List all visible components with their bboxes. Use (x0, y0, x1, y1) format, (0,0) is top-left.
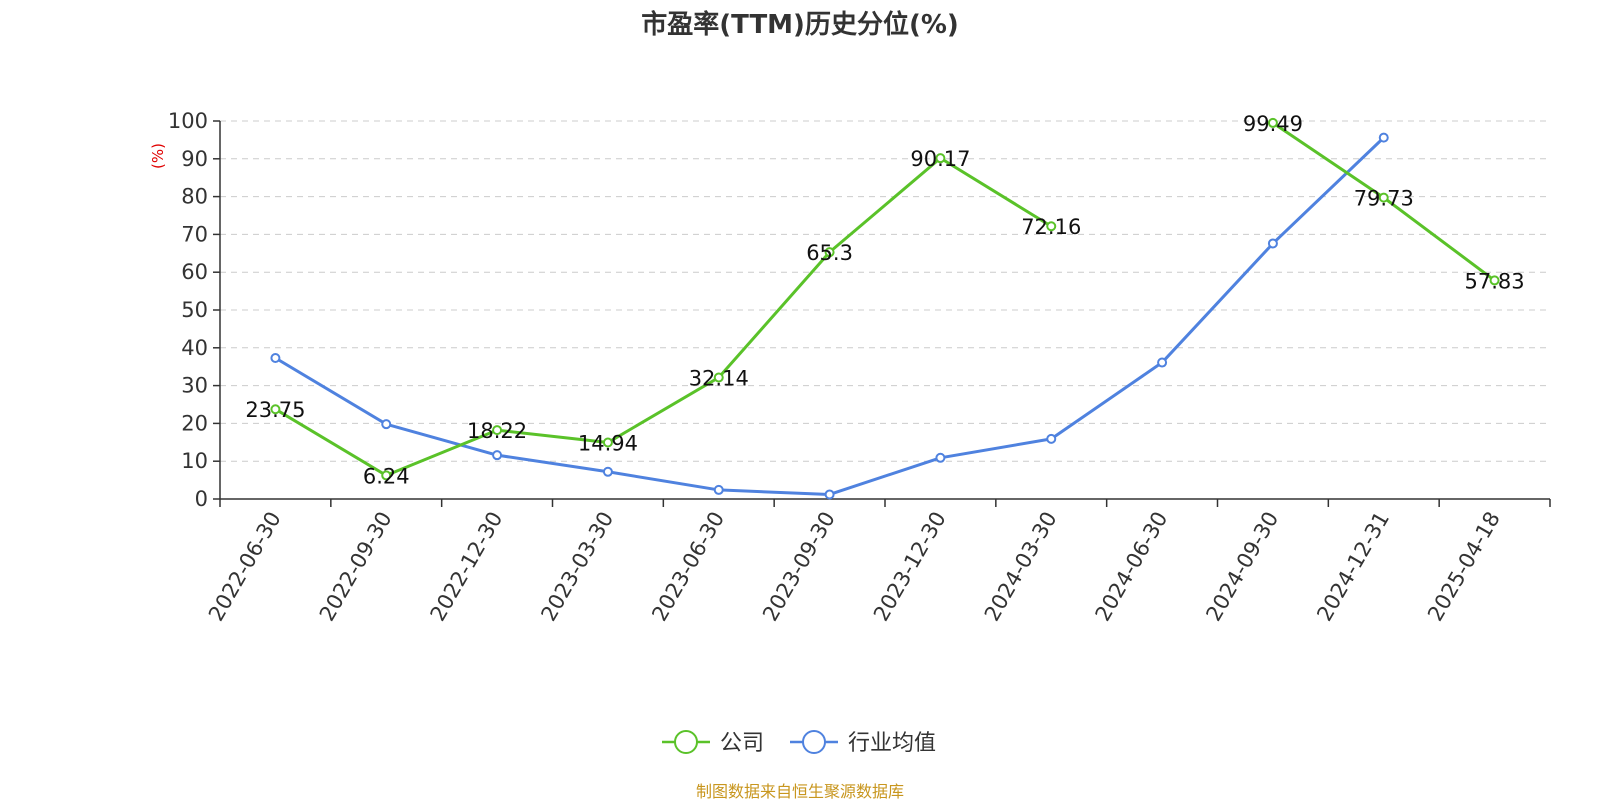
y-tick-label: 70 (181, 222, 208, 246)
data-point (1267, 238, 1278, 249)
data-label: 57.83 (1465, 269, 1525, 293)
data-label: 18.22 (467, 419, 527, 443)
chart-title: 市盈率(TTM)历史分位(%) (641, 10, 959, 40)
data-point (935, 153, 946, 164)
data-point (1157, 357, 1168, 368)
data-point (381, 419, 392, 430)
data-point (1378, 132, 1389, 143)
x-tick-label: 2023-03-30 (536, 508, 618, 626)
x-tick-label: 2022-12-30 (426, 508, 508, 626)
y-axis-label: (%) (149, 143, 167, 169)
x-tick-label: 2024-12-31 (1312, 508, 1394, 626)
data-point (1267, 117, 1278, 128)
y-tick-label: 90 (181, 147, 208, 171)
data-label: 99.49 (1243, 112, 1303, 136)
data-point (270, 404, 281, 415)
data-point (824, 489, 835, 500)
data-label: 32.14 (689, 367, 749, 391)
legend-label: 行业均值 (848, 731, 936, 756)
x-tick-label: 2023-09-30 (758, 508, 840, 626)
data-point (492, 425, 503, 436)
y-tick-label: 10 (181, 449, 208, 473)
legend-label: 公司 (720, 731, 764, 756)
x-tick-label: 2022-06-30 (204, 508, 286, 626)
data-point (270, 353, 281, 364)
x-tick-label: 2024-03-30 (980, 508, 1062, 626)
series-line (274, 156, 1053, 477)
data-point (602, 437, 613, 448)
x-tick-label: 2024-06-30 (1091, 508, 1173, 626)
data-label: 72.16 (1021, 215, 1081, 239)
x-tick-label: 2024-09-30 (1201, 508, 1283, 626)
data-label: 65.3 (806, 241, 853, 265)
y-tick-label: 40 (181, 336, 208, 360)
legend-marker (802, 730, 826, 754)
data-point (935, 452, 946, 463)
data-point (713, 484, 724, 495)
x-tick-label: 2023-06-30 (647, 508, 729, 626)
data-point (1046, 221, 1057, 232)
data-label: 23.75 (245, 398, 305, 422)
data-label: 90.17 (910, 147, 970, 171)
y-tick-label: 80 (181, 185, 208, 209)
y-tick-label: 50 (181, 298, 208, 322)
y-tick-label: 0 (195, 487, 208, 511)
data-point (381, 470, 392, 481)
x-tick-label: 2025-04-18 (1423, 508, 1505, 626)
y-tick-label: 20 (181, 411, 208, 435)
data-point (824, 247, 835, 258)
x-tick-label: 2023-12-30 (869, 508, 951, 626)
data-source-footer: 制图数据来自恒生聚源数据库 (695, 782, 904, 801)
y-tick-label: 30 (181, 374, 208, 398)
data-point (602, 466, 613, 477)
data-point (713, 372, 724, 383)
data-label: 79.73 (1354, 187, 1414, 211)
series-line (274, 136, 1385, 496)
data-point (1378, 192, 1389, 203)
legend-marker (674, 730, 698, 754)
y-tick-label: 60 (181, 260, 208, 284)
data-label: 6.24 (363, 464, 410, 488)
data-point (1046, 433, 1057, 444)
data-point (492, 450, 503, 461)
x-tick-label: 2022-09-30 (315, 508, 397, 626)
data-point (1489, 275, 1500, 286)
data-label: 14.94 (578, 432, 638, 456)
y-tick-label: 100 (168, 109, 208, 133)
